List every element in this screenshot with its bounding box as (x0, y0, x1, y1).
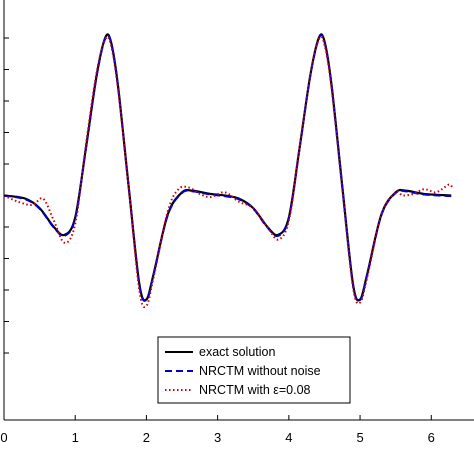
x-tick-label: 2 (143, 430, 150, 445)
x-tick-label: 4 (285, 430, 292, 445)
legend: exact solution NRCTM without noise NRCTM w… (157, 336, 351, 404)
series-line-1 (3, 34, 452, 302)
x-axis: 0 1 2 3 4 5 6 (0, 415, 474, 445)
series-line-2 (3, 35, 454, 308)
plot-lines (3, 33, 454, 308)
y-axis (3, 0, 9, 420)
legend-label-2: NRCTM with ε=0.08 (199, 383, 311, 397)
x-tick-label: 5 (356, 430, 363, 445)
x-tick-label: 6 (428, 430, 435, 445)
x-tick-label: 0 (0, 430, 7, 445)
legend-label-0: exact solution (199, 345, 275, 359)
legend-label-1: NRCTM without noise (199, 364, 321, 378)
series-line-0 (3, 33, 452, 302)
x-tick-label: 3 (214, 430, 221, 445)
x-tick-label: 1 (72, 430, 79, 445)
